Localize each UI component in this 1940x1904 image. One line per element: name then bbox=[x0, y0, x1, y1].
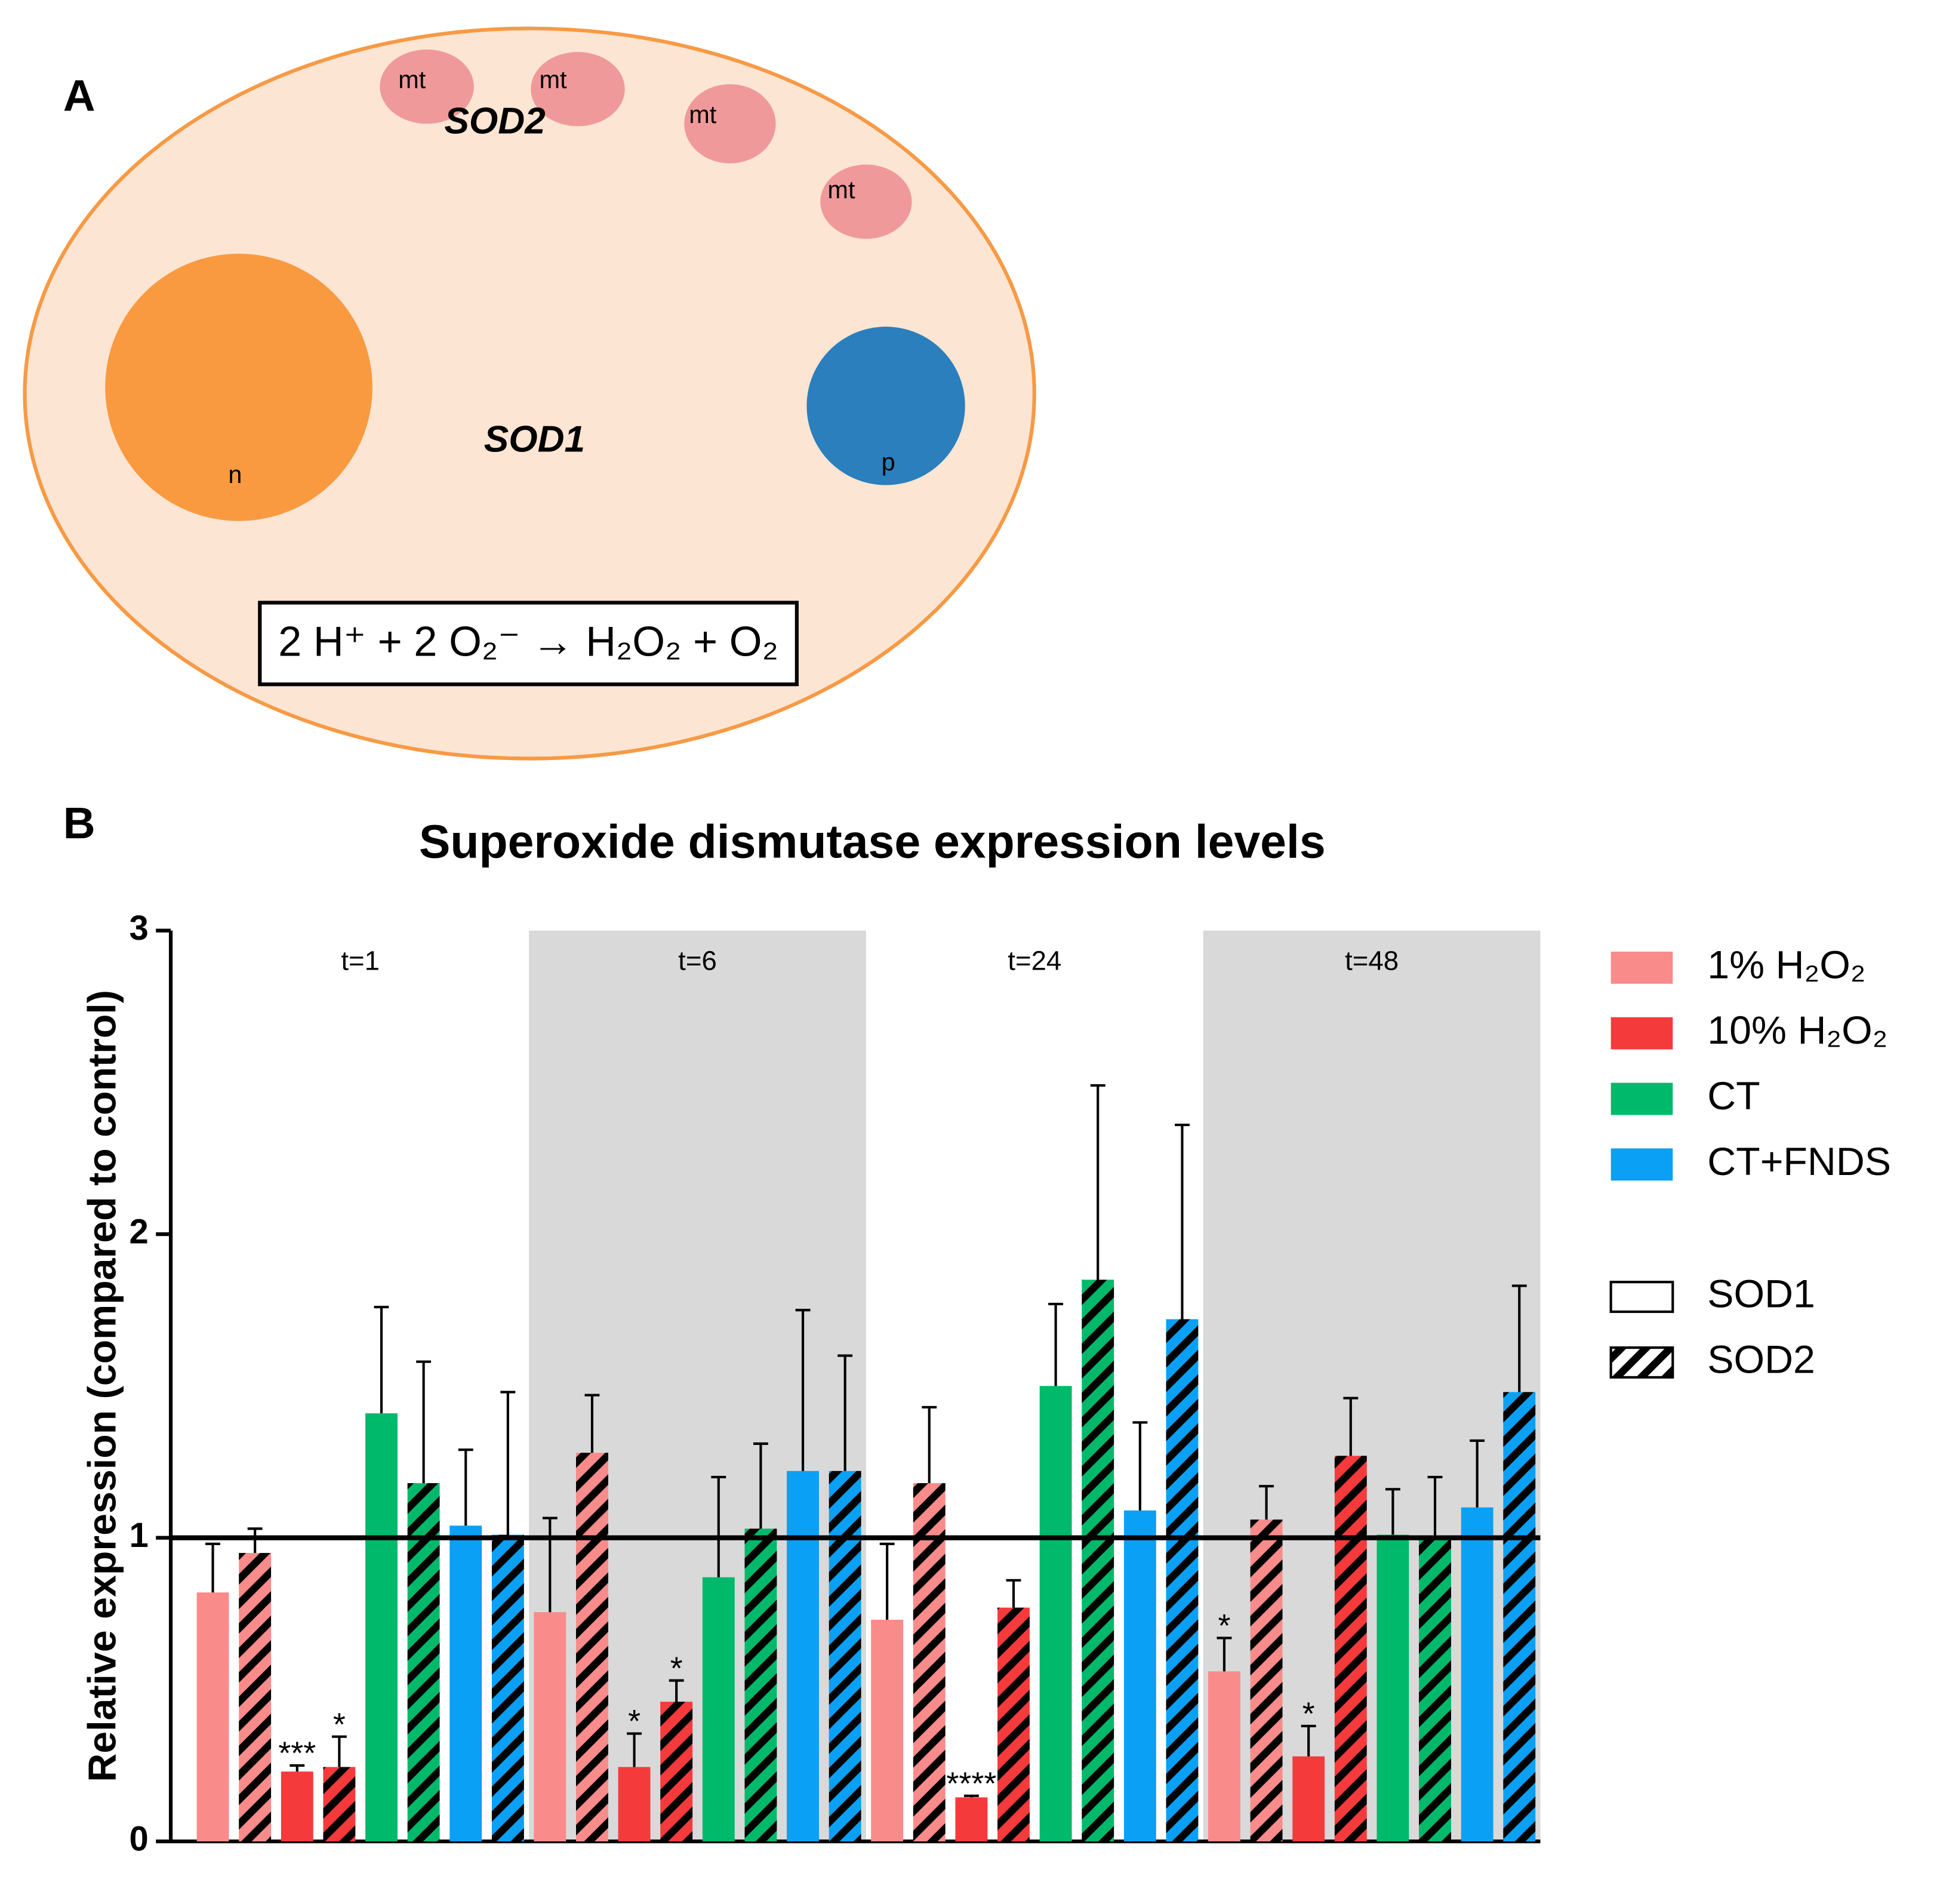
nucleus-label: n bbox=[228, 460, 242, 488]
mitochondrion bbox=[820, 164, 912, 239]
bar bbox=[1419, 1537, 1451, 1842]
bar bbox=[1123, 1510, 1156, 1842]
bar bbox=[744, 1528, 777, 1842]
sod1-label: SOD1 bbox=[484, 419, 585, 460]
legend-label: SOD1 bbox=[1707, 1272, 1815, 1317]
legend-label: 10% H₂O₂ bbox=[1707, 1008, 1887, 1053]
mitochondrion bbox=[380, 49, 474, 124]
bar bbox=[829, 1471, 861, 1842]
significance-label: * bbox=[1218, 1608, 1230, 1644]
bar bbox=[1039, 1386, 1072, 1842]
bar bbox=[702, 1577, 735, 1842]
legend-swatch bbox=[1609, 1346, 1674, 1379]
bar bbox=[913, 1483, 946, 1842]
bar bbox=[1250, 1519, 1283, 1842]
y-tick-label: 0 bbox=[129, 1819, 148, 1858]
sod2-label: SOD2 bbox=[444, 101, 545, 142]
bar bbox=[871, 1619, 904, 1842]
y-tick-label: 3 bbox=[129, 909, 148, 948]
bar bbox=[1208, 1671, 1240, 1842]
bar bbox=[1292, 1756, 1325, 1842]
group-label: t=24 bbox=[1008, 946, 1061, 976]
legend-swatch bbox=[1610, 951, 1673, 984]
bar bbox=[1377, 1534, 1409, 1842]
bar bbox=[1082, 1279, 1114, 1842]
equation-box bbox=[258, 601, 799, 687]
legend-label: SOD2 bbox=[1707, 1338, 1815, 1382]
chart-title: Superoxide dismutase expression levels bbox=[419, 815, 1326, 868]
bar bbox=[576, 1453, 608, 1842]
significance-label: **** bbox=[946, 1766, 996, 1802]
cell bbox=[23, 26, 1036, 761]
significance-label: * bbox=[1302, 1696, 1315, 1732]
significance-label: * bbox=[628, 1703, 640, 1739]
group-label: t=6 bbox=[678, 946, 717, 976]
mt-label: mt bbox=[689, 100, 717, 128]
bar bbox=[365, 1413, 398, 1842]
mt-label: mt bbox=[539, 66, 567, 94]
significance-label: * bbox=[670, 1650, 683, 1686]
legend-swatch bbox=[1610, 1017, 1673, 1050]
bar bbox=[787, 1471, 819, 1842]
significance-label: *** bbox=[278, 1736, 316, 1771]
peroxisome bbox=[806, 327, 965, 485]
legend-swatch bbox=[1610, 1148, 1673, 1181]
bar bbox=[323, 1767, 356, 1842]
bar bbox=[449, 1525, 482, 1842]
bar bbox=[534, 1612, 566, 1842]
bar bbox=[997, 1607, 1030, 1842]
bar bbox=[407, 1483, 440, 1842]
group-label: t=48 bbox=[1345, 946, 1399, 976]
mitochondrion bbox=[684, 84, 776, 164]
panel-label: B bbox=[63, 798, 96, 848]
equation: 2 H⁺ + 2 O₂⁻ → H₂O₂ + O₂ bbox=[278, 617, 778, 665]
legend-label: CT bbox=[1707, 1074, 1760, 1118]
mt-label: mt bbox=[827, 176, 855, 204]
legend-label: 1% H₂O₂ bbox=[1707, 943, 1865, 987]
bar bbox=[1503, 1392, 1536, 1842]
y-tick-label: 2 bbox=[129, 1212, 148, 1251]
bar bbox=[660, 1702, 693, 1842]
legend-label: CT+FNDS bbox=[1707, 1140, 1891, 1184]
bar bbox=[1334, 1456, 1367, 1842]
legend-swatch bbox=[1610, 1082, 1673, 1115]
bar bbox=[281, 1771, 313, 1842]
significance-label: * bbox=[333, 1706, 346, 1742]
legend-swatch bbox=[1609, 1281, 1674, 1314]
bar bbox=[1461, 1507, 1494, 1842]
peroxisome-label: p bbox=[882, 448, 895, 476]
nucleus bbox=[105, 253, 372, 521]
y-axis-label: Relative expression (compared to control… bbox=[81, 990, 125, 1782]
panel-label: A bbox=[63, 70, 96, 121]
group-label: t=1 bbox=[341, 946, 380, 976]
bar bbox=[196, 1592, 229, 1842]
bar bbox=[491, 1534, 524, 1842]
mt-label: mt bbox=[398, 66, 426, 94]
bar bbox=[1166, 1319, 1199, 1842]
bar bbox=[618, 1767, 651, 1842]
y-tick-label: 1 bbox=[129, 1516, 148, 1555]
bar bbox=[239, 1553, 272, 1842]
bar bbox=[955, 1797, 988, 1842]
mitochondrion bbox=[531, 52, 625, 127]
